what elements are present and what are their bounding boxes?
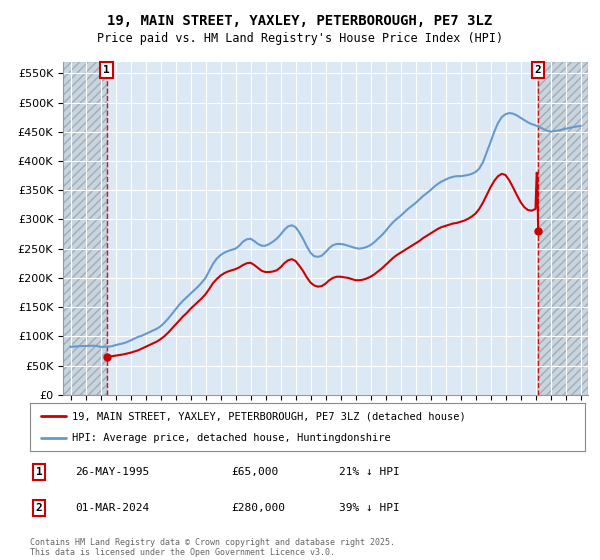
Text: 2: 2	[35, 503, 43, 513]
Bar	[63, 62, 107, 395]
Text: 21% ↓ HPI: 21% ↓ HPI	[339, 467, 400, 477]
Text: 2: 2	[535, 65, 541, 75]
Text: 39% ↓ HPI: 39% ↓ HPI	[339, 503, 400, 513]
Text: £280,000: £280,000	[231, 503, 285, 513]
Text: 19, MAIN STREET, YAXLEY, PETERBOROUGH, PE7 3LZ (detached house): 19, MAIN STREET, YAXLEY, PETERBOROUGH, P…	[71, 411, 466, 421]
Text: HPI: Average price, detached house, Huntingdonshire: HPI: Average price, detached house, Hunt…	[71, 433, 391, 443]
Text: Contains HM Land Registry data © Crown copyright and database right 2025.
This d: Contains HM Land Registry data © Crown c…	[30, 538, 395, 557]
Text: £65,000: £65,000	[231, 467, 278, 477]
Text: 1: 1	[103, 65, 110, 75]
Text: 26-MAY-1995: 26-MAY-1995	[75, 467, 149, 477]
Text: Price paid vs. HM Land Registry's House Price Index (HPI): Price paid vs. HM Land Registry's House …	[97, 32, 503, 45]
Bar	[538, 62, 588, 395]
Text: 01-MAR-2024: 01-MAR-2024	[75, 503, 149, 513]
Text: 1: 1	[35, 467, 43, 477]
Text: 19, MAIN STREET, YAXLEY, PETERBOROUGH, PE7 3LZ: 19, MAIN STREET, YAXLEY, PETERBOROUGH, P…	[107, 14, 493, 28]
